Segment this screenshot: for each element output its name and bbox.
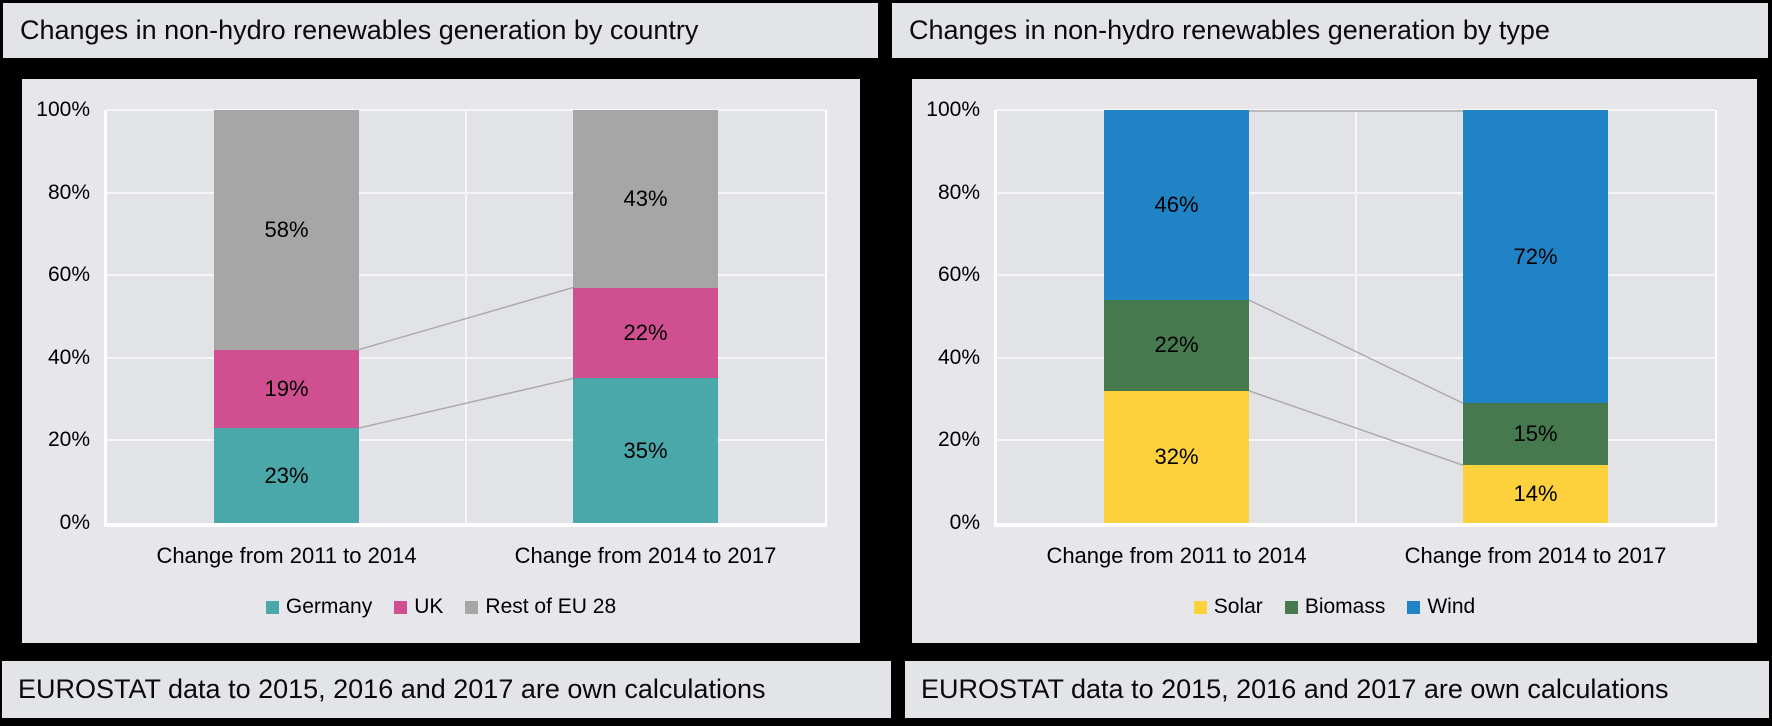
data-label: 35% xyxy=(623,437,668,463)
y-axis-tick-label: 0% xyxy=(59,511,90,534)
data-label: 22% xyxy=(1154,332,1199,358)
y-axis-line xyxy=(104,110,107,523)
x-axis-line xyxy=(104,523,827,527)
legend-swatch xyxy=(265,600,279,614)
y-axis-tick-label: 40% xyxy=(47,345,90,369)
data-label: 58% xyxy=(264,216,309,242)
gridline xyxy=(1355,110,1357,523)
plot-right-border xyxy=(825,110,827,523)
plot-area: 23% 19% 58% 35% 22% 43% xyxy=(104,109,827,527)
legend-label: UK xyxy=(414,595,444,618)
y-axis-tick-label: 60% xyxy=(47,263,90,287)
x-axis-category-label: Change from 2011 to 2014 xyxy=(1046,543,1307,568)
bar-segment-rest-of-eu-28: 58% xyxy=(214,110,359,350)
bar-segment-wind: 72% xyxy=(1463,110,1608,404)
x-axis-line xyxy=(994,523,1717,527)
y-axis-line xyxy=(994,110,997,523)
bar-segment-uk: 22% xyxy=(573,287,718,379)
data-label: 32% xyxy=(1154,443,1199,469)
legend-item-wind: Wind xyxy=(1407,595,1475,619)
y-axis-tick-label: 0% xyxy=(949,511,980,534)
y-axis-tick-label: 60% xyxy=(937,263,980,287)
legend-item-biomass: Biomass xyxy=(1284,595,1386,619)
legend: Solar Biomass Wind xyxy=(912,593,1757,621)
legend-label: Wind xyxy=(1427,595,1476,618)
data-label: 72% xyxy=(1513,243,1558,269)
legend-label: Rest of EU 28 xyxy=(485,595,617,618)
plot-area: 32% 22% 46% 14% 15% 72% xyxy=(994,109,1717,527)
legend-swatch xyxy=(1193,600,1207,614)
bar-segment-rest-of-eu-28: 43% xyxy=(573,110,718,288)
legend-item-rest-of-eu-28: Rest of EU 28 xyxy=(465,595,616,619)
gridline xyxy=(465,110,467,523)
bar-segment-biomass: 22% xyxy=(1104,299,1249,391)
legend-label: Biomass xyxy=(1304,595,1386,618)
data-label: 46% xyxy=(1154,192,1199,217)
chart-title-country: Changes in non-hydro renewables generati… xyxy=(3,3,878,58)
legend-item-uk: UK xyxy=(394,595,443,619)
bar-segment-biomass: 15% xyxy=(1463,403,1608,466)
y-axis-tick-label: 20% xyxy=(47,428,90,452)
y-axis-tick-label: 80% xyxy=(937,180,980,204)
legend-label: Germany xyxy=(285,595,373,618)
data-label: 14% xyxy=(1513,481,1558,507)
legend-item-germany: Germany xyxy=(265,595,373,619)
chart-footnote-type: EUROSTAT data to 2015, 2016 and 2017 are… xyxy=(905,661,1769,718)
y-axis-tick-label: 20% xyxy=(937,428,980,452)
bar-segment-germany: 35% xyxy=(573,378,718,523)
plot-right-border xyxy=(1715,110,1717,523)
x-axis-category-label: Change from 2014 to 2017 xyxy=(514,543,777,568)
legend: Germany UK Rest of EU 28 xyxy=(22,593,860,621)
legend-swatch xyxy=(1407,600,1421,614)
x-axis-category-label: Change from 2011 to 2014 xyxy=(156,543,417,568)
chart-footnote-country: EUROSTAT data to 2015, 2016 and 2017 are… xyxy=(2,661,891,718)
legend-swatch xyxy=(1284,600,1298,614)
legend-item-solar: Solar xyxy=(1193,595,1263,619)
bar-segment-solar: 14% xyxy=(1463,465,1608,523)
bar-segment-germany: 23% xyxy=(214,428,359,523)
data-label: 19% xyxy=(264,375,309,401)
chart-panel-country: 23% 19% 58% 35% 22% 43% 0% 20% 40% 60% 80% 100% Chan… xyxy=(22,79,860,643)
legend-swatch xyxy=(394,600,408,614)
y-axis-tick-label: 40% xyxy=(937,345,980,369)
data-label: 15% xyxy=(1513,421,1558,447)
legend-label: Solar xyxy=(1213,595,1263,618)
y-axis-tick-label: 100% xyxy=(926,98,980,121)
bar-segment-uk: 19% xyxy=(214,349,359,429)
chart-title-type: Changes in non-hydro renewables generati… xyxy=(892,3,1768,58)
bar-segment-wind: 46% xyxy=(1104,110,1249,300)
bar-segment-solar: 32% xyxy=(1104,390,1249,523)
chart-panel-type: 32% 22% 46% 14% 15% 72% 0% 20% 40% 60% 80% 100% Chan… xyxy=(912,79,1757,643)
data-label: 23% xyxy=(264,462,309,488)
legend-swatch xyxy=(465,600,479,614)
x-axis-category-label: Change from 2014 to 2017 xyxy=(1404,543,1667,568)
data-label: 22% xyxy=(623,320,668,346)
data-label: 43% xyxy=(623,185,668,211)
y-axis-tick-label: 80% xyxy=(47,180,90,204)
y-axis-tick-label: 100% xyxy=(36,98,90,121)
